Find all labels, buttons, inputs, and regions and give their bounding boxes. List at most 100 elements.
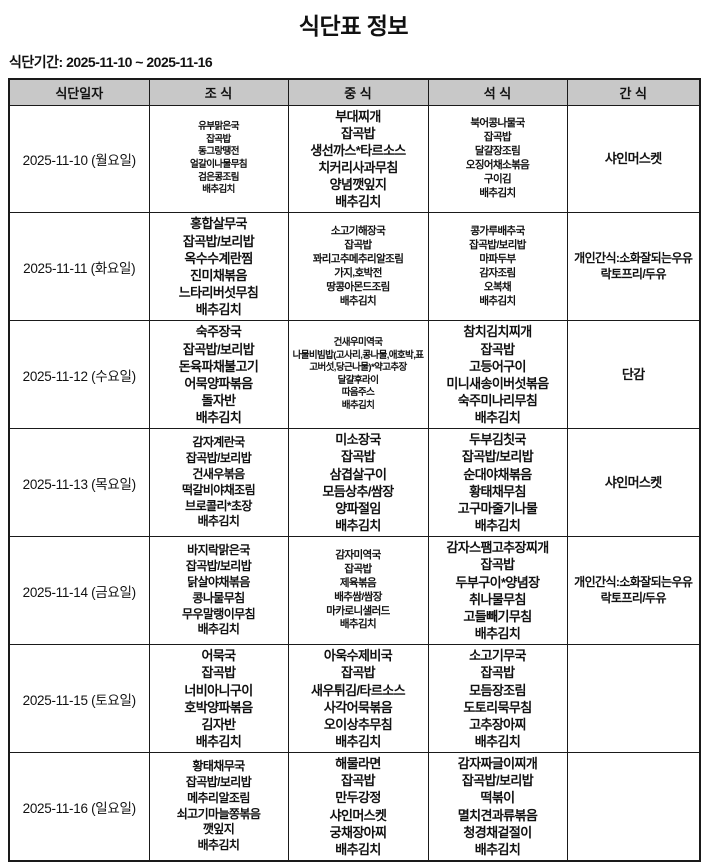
- dinner-cell: 소고기무국 잡곡밥 모듬장조림 도토리묵무침 고추장아찌 배추김치: [427, 644, 568, 754]
- menu-item: 샤인머스켓: [604, 475, 662, 491]
- menu-item: 유부맑은국: [198, 121, 239, 133]
- menu-item: 홍합살무국: [190, 216, 247, 232]
- menu-item: 잡곡밥/보리밥: [185, 774, 252, 789]
- snack-cell: 단감: [566, 320, 701, 430]
- header-dinner: 석 식: [427, 78, 568, 106]
- breakfast-cell: 바지락맑은국 잡곡밥/보리밥 닭살야채볶음 콩나물무침 무우말랭이무침 배추김치: [148, 536, 289, 646]
- menu-item: 잡곡밥: [340, 665, 376, 681]
- menu-item: 감자미역국: [335, 549, 381, 562]
- menu-item: 락토프리/두유: [600, 590, 667, 605]
- menu-item: 오이상추무침: [323, 716, 393, 732]
- menu-item: 잡곡밥: [201, 665, 236, 681]
- menu-item: 참치김치찌개: [463, 324, 532, 340]
- menu-item: 황태채무국: [192, 759, 245, 774]
- menu-item: 고구마줄기나물: [457, 500, 538, 516]
- lunch-cell: 소고기해장국 잡곡밥 꽈리고추메추리알조림 가지,호박전 땅콩아몬드조림 배추김치: [287, 212, 429, 322]
- menu-item: 잡곡밥: [340, 449, 376, 465]
- menu-item: 취나물무침: [469, 591, 526, 607]
- table-row: 2025-11-13 (목요일) 감자계란국 잡곡밥/보리밥 건새우볶음 떡갈비야채조림…: [8, 428, 701, 538]
- menu-item: 아욱수제비국: [323, 648, 393, 664]
- menu-item: 잡곡밥: [344, 239, 372, 252]
- menu-item: 배추김치: [479, 186, 516, 199]
- menu-item: 만두강정: [335, 790, 381, 806]
- menu-item: 고등어구이: [469, 358, 526, 374]
- dinner-cell: 두부김칫국 잡곡밥/보리밥 순대야채볶음 황태채무침 고구마줄기나물 배추김치: [427, 428, 568, 538]
- menu-item: 메추리알조림: [187, 790, 250, 805]
- menu-item: 배추김치: [197, 622, 240, 637]
- menu-item: 모듬장조림: [469, 682, 526, 698]
- menu-item: 배추김치: [197, 838, 240, 853]
- lunch-cell: 아욱수제비국 잡곡밥 새우튀김/타르소스 사각어묵볶음 오이상추무침 배추김치: [287, 644, 429, 754]
- menu-item: 잡곡밥/보리밥: [185, 451, 252, 466]
- header-date: 식단일자: [8, 78, 150, 106]
- menu-item: 잡곡밥/보리밥: [182, 233, 255, 249]
- table-header-row: 식단일자 조 식 중 식 석 식 간 식: [8, 78, 701, 106]
- menu-item: 개인간식:소화잘되는우유: [574, 251, 693, 266]
- menu-item: 소고기해장국: [330, 225, 386, 238]
- snack-cell: 샤인머스켓: [566, 428, 701, 538]
- breakfast-cell: 황태채무국 잡곡밥/보리밥 메추리알조림 쇠고기마늘쫑볶음 깻잎지 배추김치: [148, 752, 289, 862]
- menu-item: 배추김치: [197, 514, 240, 529]
- menu-item: 너비아니구이: [184, 682, 253, 698]
- menu-item: 얼갈이나물무침: [190, 158, 248, 170]
- menu-item: 샤인머스켓: [329, 807, 387, 823]
- menu-item: 배추김치: [202, 184, 235, 196]
- menu-item: 김자반: [201, 716, 236, 732]
- date-cell: 2025-11-13 (목요일): [8, 428, 150, 538]
- menu-item: 도토리묵무침: [463, 699, 532, 715]
- menu-item: 배추김치: [335, 733, 381, 749]
- table-row: 2025-11-15 (토요일) 어묵국 잡곡밥 너비아니구이 호박양파볶음 김자반 배추김…: [8, 644, 701, 754]
- menu-item: 감자짜글이찌개: [457, 756, 538, 772]
- menu-item: 배추김치: [195, 302, 242, 318]
- menu-item: 모듬상추/쌈장: [322, 483, 394, 499]
- menu-item: 잡곡밥: [340, 125, 376, 141]
- menu-item: 무우말랭이무침: [181, 606, 256, 621]
- menu-item: 부대찌개: [335, 108, 381, 124]
- breakfast-cell: 홍합살무국 잡곡밥/보리밥 옥수수계란찜 진미채볶음 느타리버섯무침 배추김치: [148, 212, 289, 322]
- header-breakfast: 조 식: [148, 78, 289, 106]
- table-row: 2025-11-16 (일요일) 황태채무국 잡곡밥/보리밥 메추리알조림 쇠고기마늘쫑…: [8, 752, 701, 862]
- menu-item: 배추김치: [341, 399, 375, 411]
- menu-item: 배추김치: [474, 410, 521, 426]
- menu-item: 미니새송이버섯볶음: [446, 375, 549, 391]
- menu-item: 배추김치: [474, 841, 521, 857]
- menu-item: 소고기무국: [469, 648, 526, 664]
- menu-item: 샤인머스켓: [604, 151, 662, 167]
- menu-item: 잡곡밥/보리밥: [461, 449, 534, 465]
- menu-item: 쇠고기마늘쫑볶음: [176, 806, 261, 821]
- breakfast-cell: 숙주장국 잡곡밥/보리밥 돈육파채불고기 어묵양파볶음 돌자반 배추김치: [148, 320, 289, 430]
- menu-item: 양파절임: [335, 500, 381, 516]
- menu-item: 땅콩아몬드조림: [326, 280, 390, 293]
- menu-item: 나물비빔밥(고사리,콩나물,애호박,표고버섯,당근나물)*약고추장: [292, 349, 424, 374]
- menu-item: 제육볶음: [339, 576, 377, 589]
- menu-item: 잡곡밥/보리밥: [469, 239, 526, 252]
- menu-item: 배추김치: [474, 626, 521, 642]
- menu-item: 양념깻잎지: [329, 177, 387, 193]
- table-row: 2025-11-14 (금요일) 바지락맑은국 잡곡밥/보리밥 닭살야채볶음 콩나물무침…: [8, 536, 701, 646]
- menu-item: 배추쌈/쌈장: [334, 590, 382, 603]
- table-row: 2025-11-12 (수요일) 숙주장국 잡곡밥/보리밥 돈육파채불고기 어묵양파볶음…: [8, 320, 701, 430]
- snack-cell: [566, 752, 701, 862]
- menu-item: 새우튀김/타르소스: [311, 682, 406, 698]
- menu-item: 북어콩나물국: [470, 117, 525, 130]
- dinner-cell: 북어콩나물국 잡곡밥 달걀장조림 오징어채소볶음 구이김 배추김치: [427, 104, 568, 214]
- menu-item: 브로콜리*초장: [185, 498, 252, 513]
- snack-cell: 개인간식:소화잘되는우유 락토프리/두유: [566, 536, 701, 646]
- menu-item: 동그랑땡전: [198, 146, 239, 158]
- breakfast-cell: 감자계란국 잡곡밥/보리밥 건새우볶음 떡갈비야채조림 브로콜리*초장 배추김치: [148, 428, 289, 538]
- menu-item: 느타리버섯무침: [178, 285, 259, 301]
- menu-item: 멸치견과류볶음: [457, 807, 538, 823]
- menu-item: 숙주미나리무침: [457, 393, 538, 408]
- menu-item: 잡곡밥: [483, 131, 512, 144]
- menu-item: 닭살야채볶음: [187, 574, 250, 589]
- dinner-cell: 참치김치찌개 잡곡밥 고등어구이 미니새송이버섯볶음 숙주미나리무침 배추김치: [427, 320, 568, 430]
- meal-period-label: 식단기간: 2025-11-10 ~ 2025-11-16: [9, 54, 213, 70]
- dinner-cell: 감자스팸고추장찌개 잡곡밥 두부구이*양념장 취나물무침 고들빼기무침 배추김치: [427, 536, 568, 646]
- menu-item: 고들빼기무침: [463, 608, 532, 624]
- menu-item: 감자계란국: [192, 435, 245, 450]
- menu-item: 배추김치: [479, 294, 516, 307]
- lunch-cell: 미소장국 잡곡밥 삼겹살구이 모듬상추/쌈장 양파절임 배추김치: [287, 428, 429, 538]
- menu-item: 배추김치: [195, 733, 242, 749]
- menu-item: 잡곡밥/보리밥: [182, 341, 255, 357]
- lunch-cell: 부대찌개 잡곡밥 생선까스*타르소스 치커리사과무침 양념깻잎지 배추김치: [287, 104, 429, 214]
